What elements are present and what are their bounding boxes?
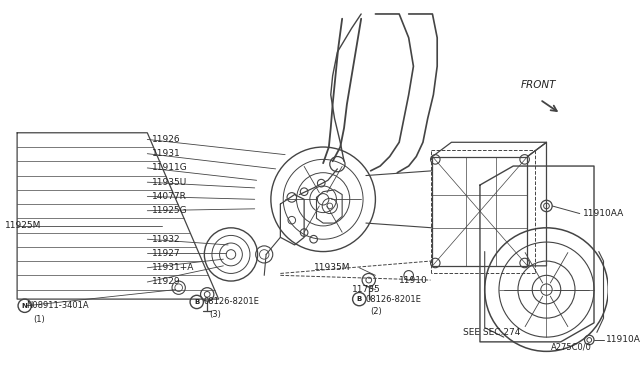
Text: B: B	[194, 299, 200, 305]
Text: (3): (3)	[209, 310, 221, 319]
Text: N08911-3401A: N08911-3401A	[27, 301, 89, 310]
Text: 11925M: 11925M	[4, 221, 41, 230]
Text: 11910: 11910	[399, 276, 428, 285]
Text: 11911G: 11911G	[152, 163, 188, 173]
Text: (2): (2)	[371, 307, 383, 316]
Text: 11926: 11926	[152, 135, 180, 144]
Text: 11932: 11932	[152, 235, 180, 244]
Text: B: B	[356, 296, 362, 302]
Text: SEE SEC.274: SEE SEC.274	[463, 328, 520, 337]
Text: 11931+A: 11931+A	[152, 263, 195, 272]
Text: 11935U: 11935U	[152, 178, 188, 187]
Text: 11925G: 11925G	[152, 206, 188, 215]
Text: A275C0/0: A275C0/0	[551, 342, 592, 351]
Text: 11935M: 11935M	[314, 263, 350, 272]
Text: N: N	[22, 303, 28, 309]
Text: FRONT: FRONT	[521, 80, 556, 90]
Text: 11927: 11927	[152, 249, 180, 258]
Text: 08126-8201E: 08126-8201E	[366, 295, 422, 304]
Text: 08126-8201E: 08126-8201E	[204, 298, 259, 307]
Text: (1): (1)	[33, 315, 45, 324]
Text: 11735: 11735	[351, 285, 380, 294]
Text: 14077R: 14077R	[152, 192, 187, 201]
Text: 11910A: 11910A	[606, 336, 640, 344]
Text: 11929: 11929	[152, 278, 180, 286]
Text: 11910AA: 11910AA	[582, 209, 624, 218]
Text: 11931: 11931	[152, 149, 181, 158]
